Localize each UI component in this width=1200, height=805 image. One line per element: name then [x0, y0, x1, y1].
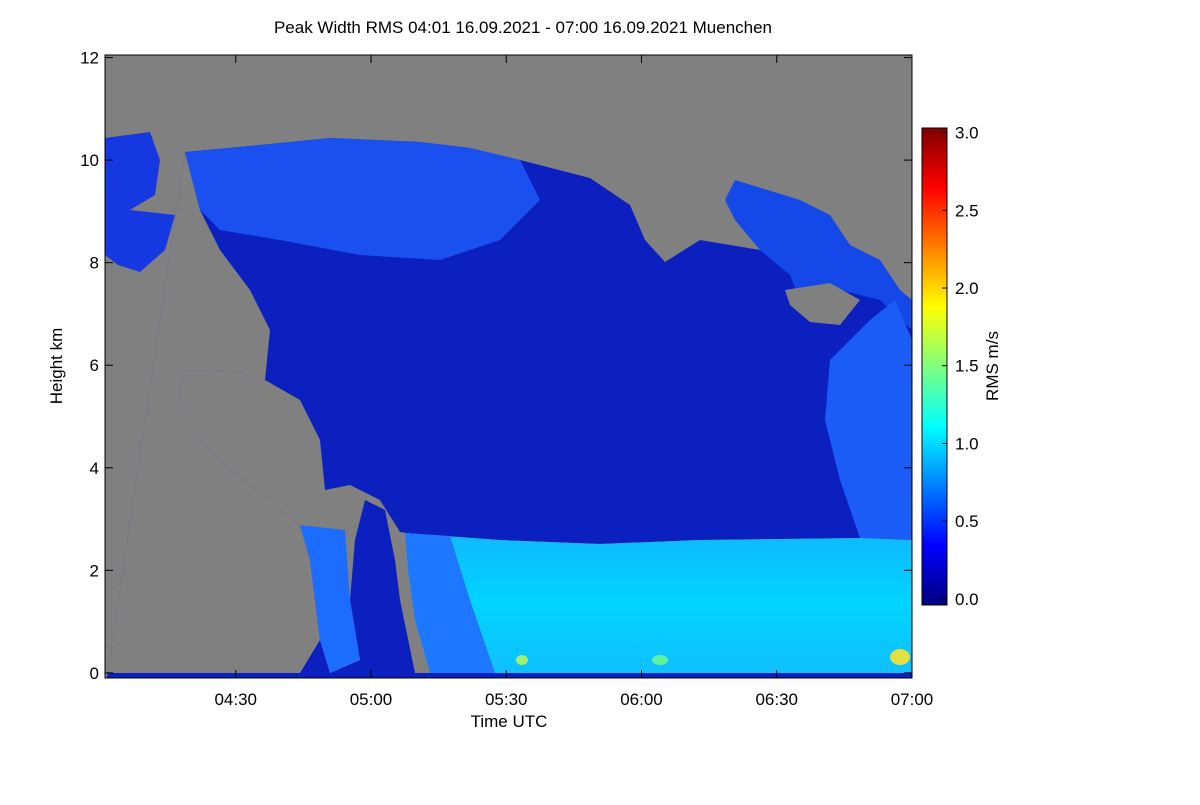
colorbar-label: RMS m/s: [983, 331, 1002, 401]
y-tick-label: 2: [90, 561, 99, 580]
echo-region: [105, 152, 320, 678]
x-tick-label: 05:30: [485, 690, 528, 709]
x-tick-label: 04:30: [214, 690, 257, 709]
plot-frame: [104, 54, 913, 679]
colorbar-tick-label: 1.0: [955, 434, 979, 453]
x-tick-label: 05:00: [350, 690, 393, 709]
echo-hotspot: [890, 649, 910, 665]
echo-field: [105, 132, 912, 678]
x-axis-label: Time UTC: [471, 712, 548, 731]
colorbar-tick-label: 0.0: [955, 590, 979, 609]
y-tick-label: 6: [90, 356, 99, 375]
echo-hotspot: [652, 655, 668, 665]
y-axis-label: Height km: [47, 328, 66, 405]
y-tick-label: 10: [80, 151, 99, 170]
colorbar-tick-label: 2.0: [955, 279, 979, 298]
chart-title: Peak Width RMS 04:01 16.09.2021 - 07:00 …: [274, 18, 772, 37]
y-tick-label: 8: [90, 254, 99, 273]
colorbar-tick-label: 3.0: [955, 124, 979, 143]
echo-region: [105, 132, 175, 272]
colorbar-tick-label: 2.5: [955, 201, 979, 220]
echo-region: [405, 533, 495, 673]
x-tick-label: 06:30: [755, 690, 798, 709]
x-tick-label: 06:00: [620, 690, 663, 709]
echo-region: [825, 300, 912, 540]
echo-region: [785, 283, 860, 325]
y-tick-label: 4: [90, 459, 99, 478]
x-tick-label: 07:00: [891, 690, 934, 709]
y-tick-label: 12: [80, 49, 99, 68]
colorbar: [921, 127, 948, 606]
echo-region: [725, 180, 912, 330]
colorbar-tick-label: 1.5: [955, 357, 979, 376]
echo-region: [106, 138, 912, 678]
echo-region: [405, 533, 912, 673]
echo-hotspot: [516, 655, 528, 665]
echo-region: [185, 138, 540, 260]
colorbar-tick-label: 0.5: [955, 512, 979, 531]
y-tick-label: 0: [90, 664, 99, 683]
echo-region: [300, 525, 360, 673]
